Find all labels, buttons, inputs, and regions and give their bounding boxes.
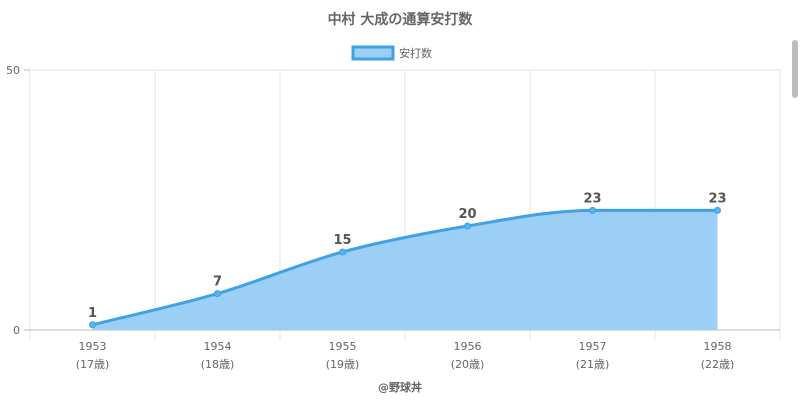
x-tick-sublabel-1955: (19歳): [326, 358, 360, 371]
data-label-1956: 20: [458, 207, 476, 222]
data-label-1958: 23: [708, 191, 726, 206]
x-tick-sublabel-1957: (21歳): [576, 358, 610, 371]
data-point-1954: [214, 290, 221, 298]
x-tick-label-1955: 1955: [329, 340, 357, 353]
data-points: [89, 206, 721, 329]
credit-text: @野球丼: [378, 380, 422, 394]
x-tick-label-1958: 1958: [704, 340, 732, 353]
x-tick-sublabel-1956: (20歳): [451, 358, 485, 371]
data-point-1958: [714, 206, 721, 214]
x-tick-label-1953: 1953: [79, 340, 107, 353]
data-label-1954: 7: [213, 275, 222, 290]
legend-label[interactable]: 安打数: [399, 46, 432, 60]
data-label-1953: 1: [88, 306, 97, 321]
x-tick-sublabel-1958: (22歳): [701, 358, 735, 371]
series-area: [92, 210, 718, 330]
y-axis-ticks: 0 50: [6, 64, 20, 337]
y-tick-label-max: 50: [6, 64, 20, 77]
data-point-1957: [589, 206, 596, 214]
data-point-1956: [464, 222, 471, 230]
series-line: [92, 208, 718, 327]
x-tick-label-1956: 1956: [454, 340, 482, 353]
y-tick-label-min: 0: [13, 324, 20, 337]
scrollbar[interactable]: [792, 40, 798, 98]
legend[interactable]: 安打数: [351, 45, 432, 61]
data-point-1955: [339, 248, 346, 256]
x-tick-label-1954: 1954: [204, 340, 232, 353]
chart-title: 中村 大成の通算安打数: [328, 11, 474, 28]
grid: [29, 69, 781, 340]
x-tick-sublabel-1953: (17歳): [76, 358, 110, 371]
x-axis-ticks: 1953 (17歳) 1954 (18歳) 1955 (19歳) 1956 (20歳) 1957…: [76, 340, 735, 371]
data-labels: 1 7 15 20 23 23: [88, 191, 727, 320]
x-tick-sublabel-1954: (18歳): [201, 358, 235, 371]
data-point-1953: [89, 321, 96, 329]
legend-swatch[interactable]: [351, 45, 395, 61]
x-tick-label-1957: 1957: [579, 340, 607, 353]
data-label-1955: 15: [333, 233, 351, 248]
data-label-1957: 23: [583, 191, 601, 206]
